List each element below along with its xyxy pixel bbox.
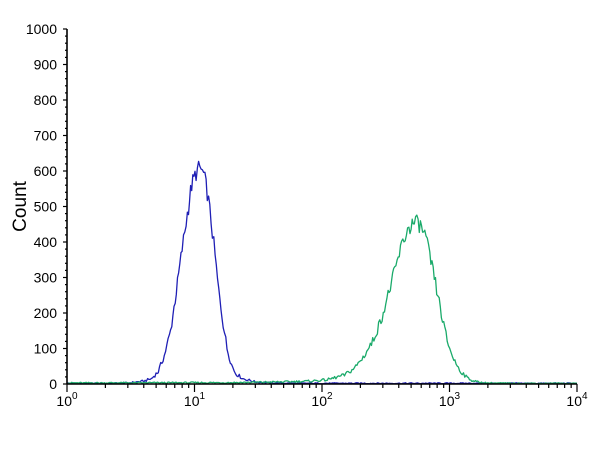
x-tick-label: 104 xyxy=(566,391,588,409)
y-axis-title: Count xyxy=(10,180,31,231)
y-tick-label: 400 xyxy=(34,234,58,250)
x-tick-label: 100 xyxy=(56,391,78,409)
x-tick-label: 103 xyxy=(439,391,461,409)
series-layer xyxy=(66,160,578,385)
y-tick-label: 900 xyxy=(34,57,58,73)
series-line-1 xyxy=(66,160,578,385)
x-tick-label: 101 xyxy=(184,391,206,409)
x-axis-ticks: 100 101 102 103 104 xyxy=(56,384,588,409)
y-tick-label: 0 xyxy=(49,376,57,392)
y-tick-label: 200 xyxy=(34,305,58,321)
y-tick-label: 600 xyxy=(34,163,58,179)
y-tick-label: 100 xyxy=(34,341,58,357)
x-tick-label: 102 xyxy=(311,391,333,409)
y-tick-label: 300 xyxy=(34,270,58,286)
y-tick-label: 700 xyxy=(34,128,58,144)
y-tick-label: 1000 xyxy=(26,21,57,37)
y-tick-label: 800 xyxy=(34,92,58,108)
y-axis-ticks: 0 100 200 300 400 500 600 700 800 900 1000 xyxy=(26,21,67,392)
series-line-2 xyxy=(66,214,578,385)
y-tick-label: 500 xyxy=(34,199,58,215)
